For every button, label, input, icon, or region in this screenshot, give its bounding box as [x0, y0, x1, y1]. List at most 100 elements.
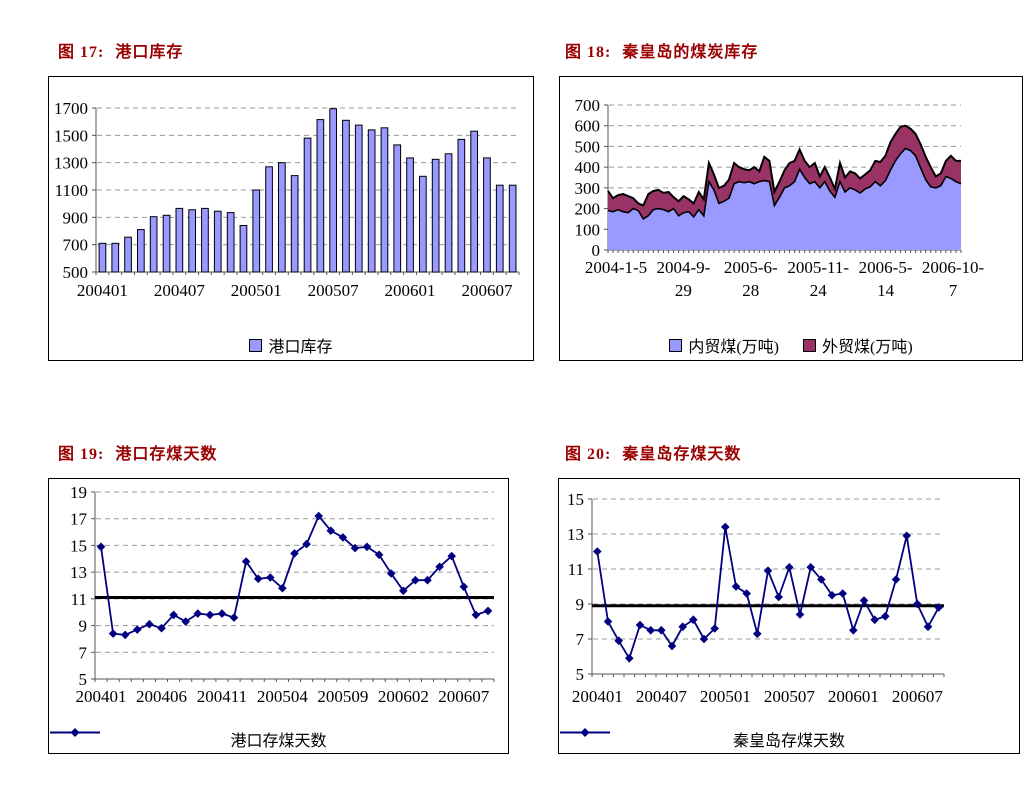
legend-label: 港口存煤天数 [230, 733, 327, 750]
axis-tick-label: 700 [63, 236, 89, 255]
diamond-marker [913, 599, 922, 609]
diamond-marker [459, 582, 469, 592]
fig19-title: 图 19: 港口存煤天数 [38, 422, 217, 482]
bar [457, 138, 466, 273]
bar [226, 212, 235, 273]
diamond-marker [806, 563, 815, 572]
legend-label: 外贸煤(万吨) [822, 339, 913, 356]
legend-line-diamond-marker [560, 728, 610, 737]
axis-tick-label: 200401 [76, 687, 127, 706]
axis-tick-label: 100 [575, 220, 601, 239]
diamond-marker [646, 625, 655, 635]
bar [290, 175, 299, 273]
diamond-marker [435, 562, 444, 572]
axis-tick-label: 24 [810, 281, 828, 300]
axis-tick-label: 200507 [764, 687, 816, 706]
bar [431, 158, 440, 273]
axis-tick-label: 14 [877, 281, 895, 300]
diamond-marker [923, 622, 933, 632]
bar [483, 157, 491, 273]
diamond-marker [870, 615, 879, 625]
axis-tick-label: 1100 [55, 181, 88, 200]
diamond-marker [447, 551, 456, 561]
legend-swatch [803, 338, 816, 352]
axis-tick-label: 0 [592, 241, 601, 260]
bar [149, 216, 158, 273]
diamond-marker [742, 589, 751, 598]
axis-tick-label: 15 [567, 490, 584, 509]
diamond-marker [157, 623, 166, 633]
axis-tick-label: 200411 [197, 687, 247, 706]
fig20-chart-svg: 5 7 9 11 13 15 200401 200407 200501 200507 200601 2… [567, 490, 945, 706]
axis-tick-label: 7 [576, 630, 585, 649]
fig18-legend: 内贸煤(万吨) 外贸煤(万吨) [560, 333, 1022, 357]
legend-item: 外贸煤(万吨) [803, 333, 913, 357]
axis-tick-label: 1300 [54, 154, 88, 173]
diamond-marker [934, 603, 943, 612]
axis-tick-label: 2005-6- [724, 258, 778, 277]
axis-tick-label: 7 [79, 643, 88, 662]
diamond-marker [374, 550, 384, 560]
fig20-title-text: 秦皇岛存煤天数 [622, 446, 742, 463]
diamond-marker [350, 543, 360, 553]
data-line [100, 514, 489, 636]
bar [444, 153, 453, 273]
axis-tick-label: 500 [575, 137, 601, 156]
axis-tick-label: 200501 [231, 281, 282, 300]
axis-tick-label: 200509 [317, 687, 368, 706]
bar [495, 184, 504, 273]
axis-tick-label: 19 [70, 483, 87, 502]
legend-label: 港口库存 [268, 339, 333, 356]
diamond-marker [205, 610, 215, 620]
bar [162, 214, 171, 273]
diamond-marker [169, 610, 178, 620]
axis-tick-label: 200401 [572, 687, 623, 706]
area-series-domestic [608, 148, 961, 250]
axis-tick-label: 200407 [154, 281, 206, 300]
fig17-title-text: 港口库存 [115, 44, 184, 61]
diamond-marker [181, 617, 190, 626]
diamond-marker [120, 630, 130, 640]
diamond-marker [827, 591, 837, 600]
bar [380, 127, 389, 273]
axis-tick-label: 200607 [461, 281, 513, 300]
bar [367, 129, 376, 273]
area-boundary-line [607, 147, 962, 221]
axis-tick-label: 13 [70, 563, 87, 582]
bar [213, 210, 222, 273]
axis-tick-label: 2006-10- [922, 258, 985, 277]
diamond-marker [721, 522, 730, 532]
bar [175, 207, 184, 273]
fig20-legend: 秦皇岛存煤天数 [559, 727, 1019, 751]
legend-item: 港口存煤天数 [50, 727, 327, 751]
bar [470, 130, 478, 273]
legend-label: 内贸煤(万吨) [688, 339, 779, 356]
diamond-marker [290, 549, 299, 558]
legend-item: 港口库存 [249, 333, 333, 357]
axis-tick-label: 200407 [636, 687, 688, 706]
fig18-title-text: 秦皇岛的煤炭库存 [622, 44, 759, 61]
axis-tick-label: 1700 [54, 99, 88, 118]
diamond-marker [229, 613, 239, 622]
axis-tick-label: 1500 [54, 126, 88, 145]
bar [329, 108, 337, 273]
axis-tick-label: 5 [576, 665, 585, 684]
bar [239, 225, 248, 273]
fig17-chart-svg: 500 700 900 1100 1300 1500 1700 200401 200407 200… [54, 99, 520, 300]
axis-tick-label: 200501 [700, 687, 751, 706]
bar [137, 229, 145, 273]
axis-tick-label: 7 [949, 281, 958, 300]
axis-tick-label: 5 [79, 670, 88, 689]
bar [316, 119, 325, 273]
diamond-marker [471, 610, 481, 620]
axis-tick-label: 200607 [438, 687, 490, 706]
fig20-title-prefix: 图 20: [565, 446, 612, 463]
bar [303, 137, 312, 273]
diamond-marker [133, 625, 142, 634]
fig20-title: 图 20: 秦皇岛存煤天数 [545, 422, 741, 482]
diamond-marker [278, 583, 287, 593]
diamond-marker [849, 625, 858, 635]
diamond-marker [217, 609, 227, 618]
fig18-title-prefix: 图 18: [565, 44, 612, 61]
